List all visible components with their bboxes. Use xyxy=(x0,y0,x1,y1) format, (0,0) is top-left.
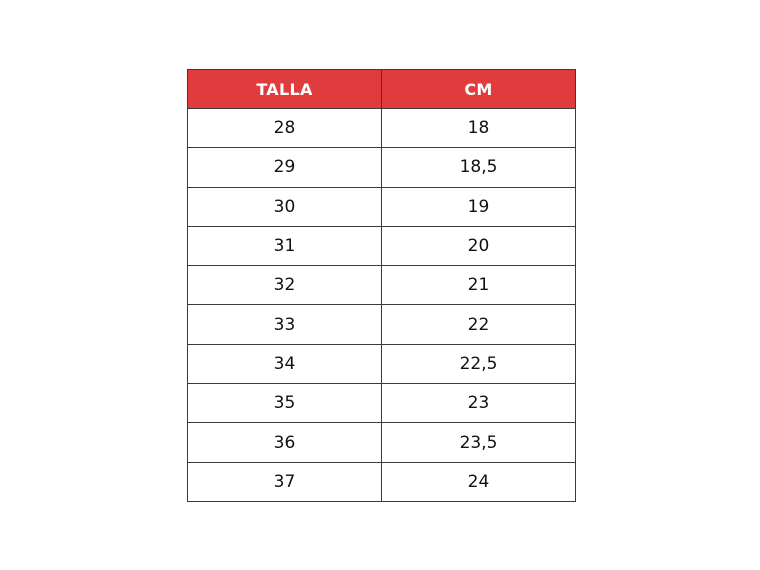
cm-cell: 20 xyxy=(381,225,576,267)
table-row: 35 23 xyxy=(187,383,576,424)
talla-cell: 30 xyxy=(187,186,382,227)
table-row: 30 19 xyxy=(187,186,576,227)
table-row: 33 22 xyxy=(187,304,576,345)
talla-cell: 34 xyxy=(187,343,382,385)
cm-cell: 19 xyxy=(381,186,576,227)
table-row: 28 18 xyxy=(187,107,576,149)
column-header-cm: CM xyxy=(381,69,576,109)
column-header-talla: TALLA xyxy=(187,69,382,109)
talla-cell: 29 xyxy=(187,147,382,188)
cm-cell: 22 xyxy=(381,304,576,345)
talla-cell: 33 xyxy=(187,304,382,345)
cm-cell: 21 xyxy=(381,265,576,306)
talla-cell: 35 xyxy=(187,383,382,424)
talla-cell: 37 xyxy=(187,461,382,502)
talla-cell: 31 xyxy=(187,225,382,267)
table-row: 29 18,5 xyxy=(187,147,576,188)
table-row: 36 23,5 xyxy=(187,422,576,463)
table-row: 37 24 xyxy=(187,461,576,502)
cm-cell: 18,5 xyxy=(381,147,576,188)
table-row: 32 21 xyxy=(187,265,576,306)
talla-cell: 32 xyxy=(187,265,382,306)
talla-cell: 28 xyxy=(187,107,382,149)
table-row: 31 20 xyxy=(187,225,576,267)
talla-cell: 36 xyxy=(187,422,382,463)
cm-cell: 23,5 xyxy=(381,422,576,463)
size-chart-table: TALLA CM 28 18 29 18,5 30 19 31 20 32 21 33 22 34 22,… xyxy=(187,69,576,502)
cm-cell: 22,5 xyxy=(381,343,576,385)
cm-cell: 23 xyxy=(381,383,576,424)
table-row: 34 22,5 xyxy=(187,343,576,385)
table-header-row: TALLA CM xyxy=(187,69,576,109)
cm-cell: 24 xyxy=(381,461,576,502)
cm-cell: 18 xyxy=(381,107,576,149)
